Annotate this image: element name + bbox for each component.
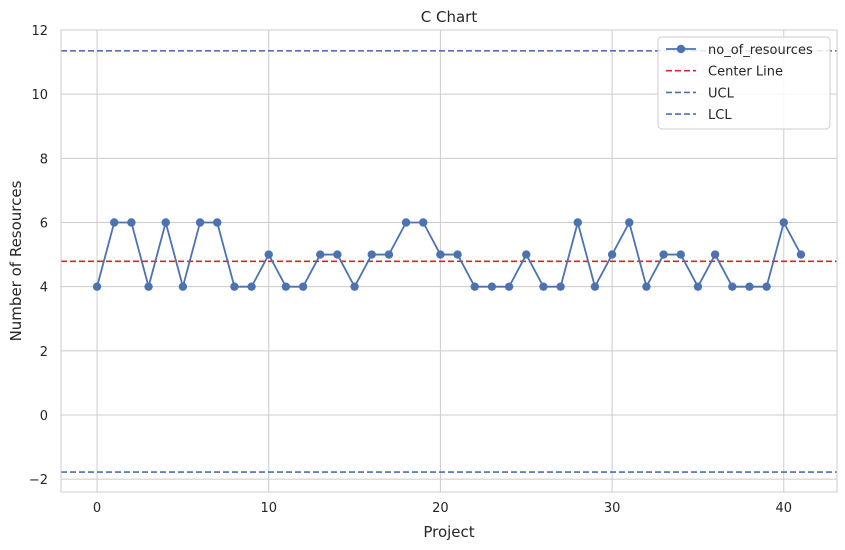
data-point [384, 250, 394, 259]
legend-entry: LCL [666, 108, 732, 123]
data-point [728, 282, 737, 291]
y-tick-label: 12 [31, 24, 48, 39]
y-axis-label: Number of Resources [7, 180, 25, 341]
chart-title: C Chart [421, 8, 478, 26]
data-point [161, 218, 170, 227]
series-no-of-resources [92, 218, 806, 291]
x-tick-label: 20 [432, 501, 449, 516]
x-tick-label: 40 [776, 501, 793, 516]
data-point [230, 282, 239, 291]
data-point [487, 282, 497, 291]
y-axis-ticks: −2 0 2 4 6 8 10 12 [29, 24, 48, 488]
data-point [247, 282, 256, 291]
data-point [281, 282, 291, 291]
data-point [607, 250, 617, 259]
legend-label: no_of_resources [708, 43, 813, 58]
data-point [350, 282, 359, 291]
y-tick-label: 2 [40, 345, 48, 360]
data-point [556, 282, 565, 291]
x-tick-label: 30 [604, 501, 621, 516]
data-point [710, 250, 720, 259]
data-point [298, 282, 308, 291]
x-axis-ticks: 0 10 20 30 40 [93, 501, 792, 516]
legend: no_of_resources Center Line UCL LCL [657, 36, 831, 130]
legend-marker [676, 44, 686, 54]
legend-box [657, 36, 831, 130]
data-point [316, 250, 325, 259]
legend-entry: no_of_resources [666, 43, 813, 58]
data-point [745, 282, 754, 291]
legend-label: LCL [708, 108, 732, 123]
data-point [590, 282, 600, 291]
data-point [659, 250, 668, 259]
data-point [642, 282, 651, 291]
x-tick-label: 10 [260, 501, 277, 516]
data-point [195, 218, 205, 227]
data-point [419, 218, 428, 227]
data-point [110, 218, 119, 227]
plot-frame [60, 29, 838, 493]
data-point [264, 250, 273, 259]
y-tick-label: 0 [40, 409, 48, 424]
data-point [144, 282, 153, 291]
data-point [127, 218, 136, 227]
data-point [470, 282, 479, 291]
data-point [504, 282, 514, 291]
x-tick-label: 0 [93, 501, 101, 516]
data-point [762, 282, 771, 291]
y-tick-label: 4 [40, 281, 48, 296]
data-point [522, 250, 531, 259]
data-point [676, 250, 685, 259]
y-tick-label: 10 [31, 88, 48, 103]
legend-label: UCL [708, 86, 735, 101]
y-tick-label: 8 [40, 152, 48, 167]
data-point [401, 218, 411, 227]
data-point [779, 218, 788, 227]
data-point [92, 282, 102, 291]
y-tick-label: 6 [40, 217, 48, 232]
data-point [539, 282, 548, 291]
legend-label: Center Line [708, 65, 783, 80]
data-point [625, 218, 634, 227]
data-point [213, 218, 222, 227]
data-point [573, 218, 582, 227]
data-point [796, 250, 806, 259]
data-point [693, 282, 703, 291]
series-line [96, 219, 802, 291]
data-point [333, 250, 342, 259]
legend-entry: Center Line [666, 65, 783, 80]
legend-entry: UCL [666, 86, 735, 101]
data-point [178, 282, 188, 291]
x-axis-label: Project [423, 523, 474, 541]
y-tick-label: −2 [29, 473, 48, 488]
data-point [453, 250, 462, 259]
data-point [367, 250, 376, 259]
data-point [436, 250, 445, 259]
